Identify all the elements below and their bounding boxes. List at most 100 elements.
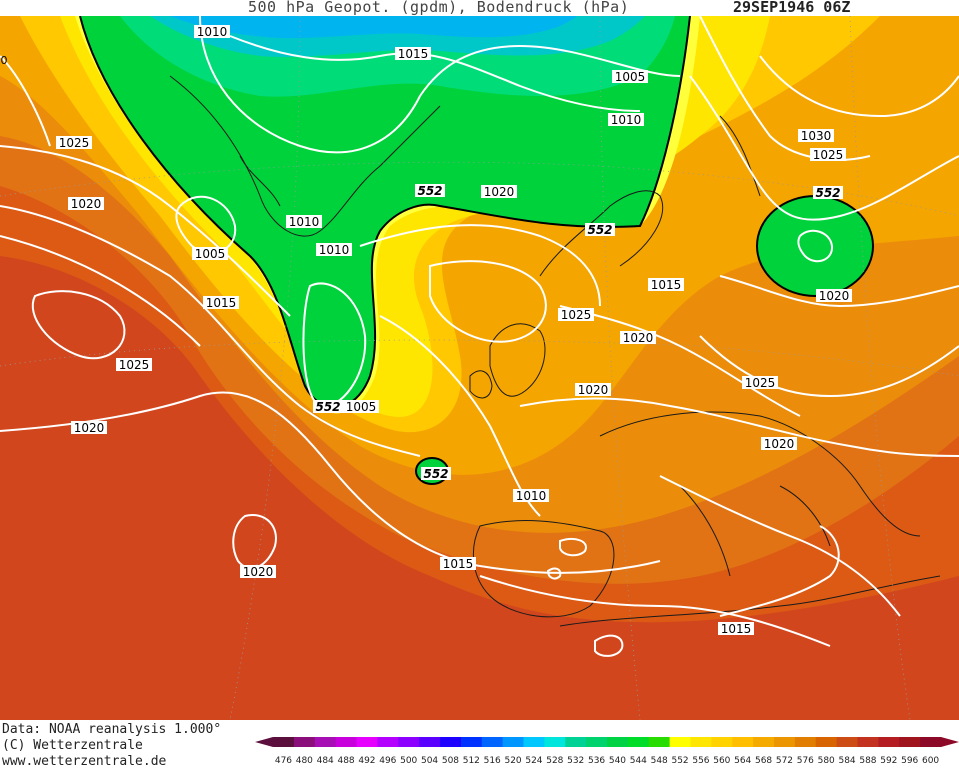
svg-text:0: 0 (1, 54, 8, 67)
legend-swatch (314, 737, 337, 747)
legend-swatch (440, 737, 462, 747)
copyright-text: (C) Wetterzentrale (2, 738, 143, 753)
legend-swatch (920, 737, 942, 747)
legend-value: 572 (776, 756, 793, 766)
legend-swatch (711, 737, 733, 747)
legend-swatch (648, 737, 671, 747)
isobar-label: 1010 (194, 25, 230, 39)
legend-swatch (356, 737, 378, 747)
legend-swatch (377, 737, 399, 747)
svg-text:1025: 1025 (745, 376, 776, 390)
legend-swatch (836, 737, 858, 747)
legend-value: 588 (859, 756, 876, 766)
svg-text:552: 552 (423, 467, 448, 481)
legend-swatch (899, 737, 921, 747)
svg-text:1010: 1010 (611, 113, 642, 127)
svg-text:1015: 1015 (651, 278, 682, 292)
map-panel: 1010 1015 1005 1010 1025 1020 1005 1010 … (0, 16, 959, 720)
height-label: 552 (585, 223, 615, 237)
legend-value: 524 (525, 756, 542, 766)
isobar-label: 1010 (513, 489, 549, 503)
legend-swatch (732, 737, 754, 747)
color-scale-legend: 476 480 484 488 492 496 500 504 508 512 516 520 524 5… (255, 737, 959, 766)
legend-swatch (502, 737, 524, 747)
svg-text:552: 552 (315, 400, 340, 414)
svg-text:1020: 1020 (578, 383, 609, 397)
svg-text:1015: 1015 (721, 622, 752, 636)
legend-value: 520 (504, 756, 521, 766)
legend-swatch (607, 737, 629, 747)
isobar-label: 1020 (68, 197, 104, 211)
legend-swatch (460, 737, 483, 747)
legend-value: 576 (797, 756, 814, 766)
legend-swatch (419, 737, 441, 747)
legend-swatch (690, 737, 712, 747)
svg-text:1025: 1025 (119, 358, 150, 372)
isobar-label: 1015 (648, 278, 684, 292)
svg-text:1020: 1020 (623, 331, 654, 345)
svg-text:1025: 1025 (59, 136, 90, 150)
legend-value: 480 (296, 756, 313, 766)
isobar-label: 1020 (240, 565, 276, 579)
isobar-label: 1025 (742, 376, 778, 390)
legend-swatch (523, 737, 545, 747)
isobar-label: 1025 (56, 136, 92, 150)
legend-value: 592 (880, 756, 897, 766)
legend-swatch (857, 737, 879, 747)
isobar-label: 1030 (798, 129, 834, 143)
legend-swatch (878, 737, 900, 747)
legend-value: 512 (463, 756, 480, 766)
svg-text:1025: 1025 (561, 308, 592, 322)
map-datetime: 29SEP1946 06Z (733, 0, 851, 16)
legend-value: 516 (484, 756, 501, 766)
legend-arrow-left (255, 737, 273, 747)
isobar-label: 1010 (608, 113, 644, 127)
legend-value: 596 (901, 756, 918, 766)
svg-text:1015: 1015 (206, 296, 237, 310)
svg-text:1010: 1010 (197, 25, 228, 39)
map-title: 500 hPa Geopot. (gpdm), Bodendruck (hPa) (248, 0, 630, 16)
legend-value: 484 (317, 756, 334, 766)
svg-text:1005: 1005 (346, 400, 377, 414)
legend-value: 564 (734, 756, 751, 766)
svg-text:1020: 1020 (484, 185, 515, 199)
svg-text:1020: 1020 (243, 565, 274, 579)
height-label: 552 (421, 467, 451, 481)
isobar-label: 1005 (343, 400, 379, 414)
isobar-label: 1005 (192, 247, 228, 261)
isobar-label: 1015 (718, 622, 754, 636)
isobar-label: 1010 (316, 243, 352, 257)
legend-value: 492 (358, 756, 375, 766)
legend-value: 552 (671, 756, 688, 766)
isobar-label: 1020 (575, 383, 611, 397)
weather-map: 1010 1015 1005 1010 1025 1020 1005 1010 … (0, 16, 959, 720)
legend-value: 580 (818, 756, 835, 766)
legend-value: 560 (713, 756, 730, 766)
header: 500 hPa Geopot. (gpdm), Bodendruck (hPa)… (0, 0, 959, 16)
svg-text:552: 552 (417, 184, 442, 198)
legend-value: 584 (838, 756, 855, 766)
legend-value: 568 (755, 756, 772, 766)
isobar-label: 1015 (203, 296, 239, 310)
svg-text:1015: 1015 (443, 557, 474, 571)
isobar-label: 1020 (71, 421, 107, 435)
isobar-label: 1015 (395, 47, 431, 61)
legend-value: 496 (379, 756, 396, 766)
svg-text:1015: 1015 (398, 47, 429, 61)
legend-value: 504 (421, 756, 438, 766)
isobar-label: 1020 (620, 331, 656, 345)
legend-swatch (273, 737, 295, 747)
legend-swatch (481, 737, 504, 747)
isobar-label: 1015 (440, 557, 476, 571)
legend-value: 488 (337, 756, 354, 766)
legend-swatch (627, 737, 650, 747)
isobar-label: 1020 (761, 437, 797, 451)
legend-arrow-right (941, 737, 959, 747)
legend-swatch (753, 737, 775, 747)
isobar-label: 1025 (116, 358, 152, 372)
legend-swatch (774, 737, 796, 747)
legend-value: 532 (567, 756, 584, 766)
svg-text:552: 552 (815, 186, 840, 200)
legend-value: 600 (922, 756, 939, 766)
legend-swatch (794, 737, 817, 747)
